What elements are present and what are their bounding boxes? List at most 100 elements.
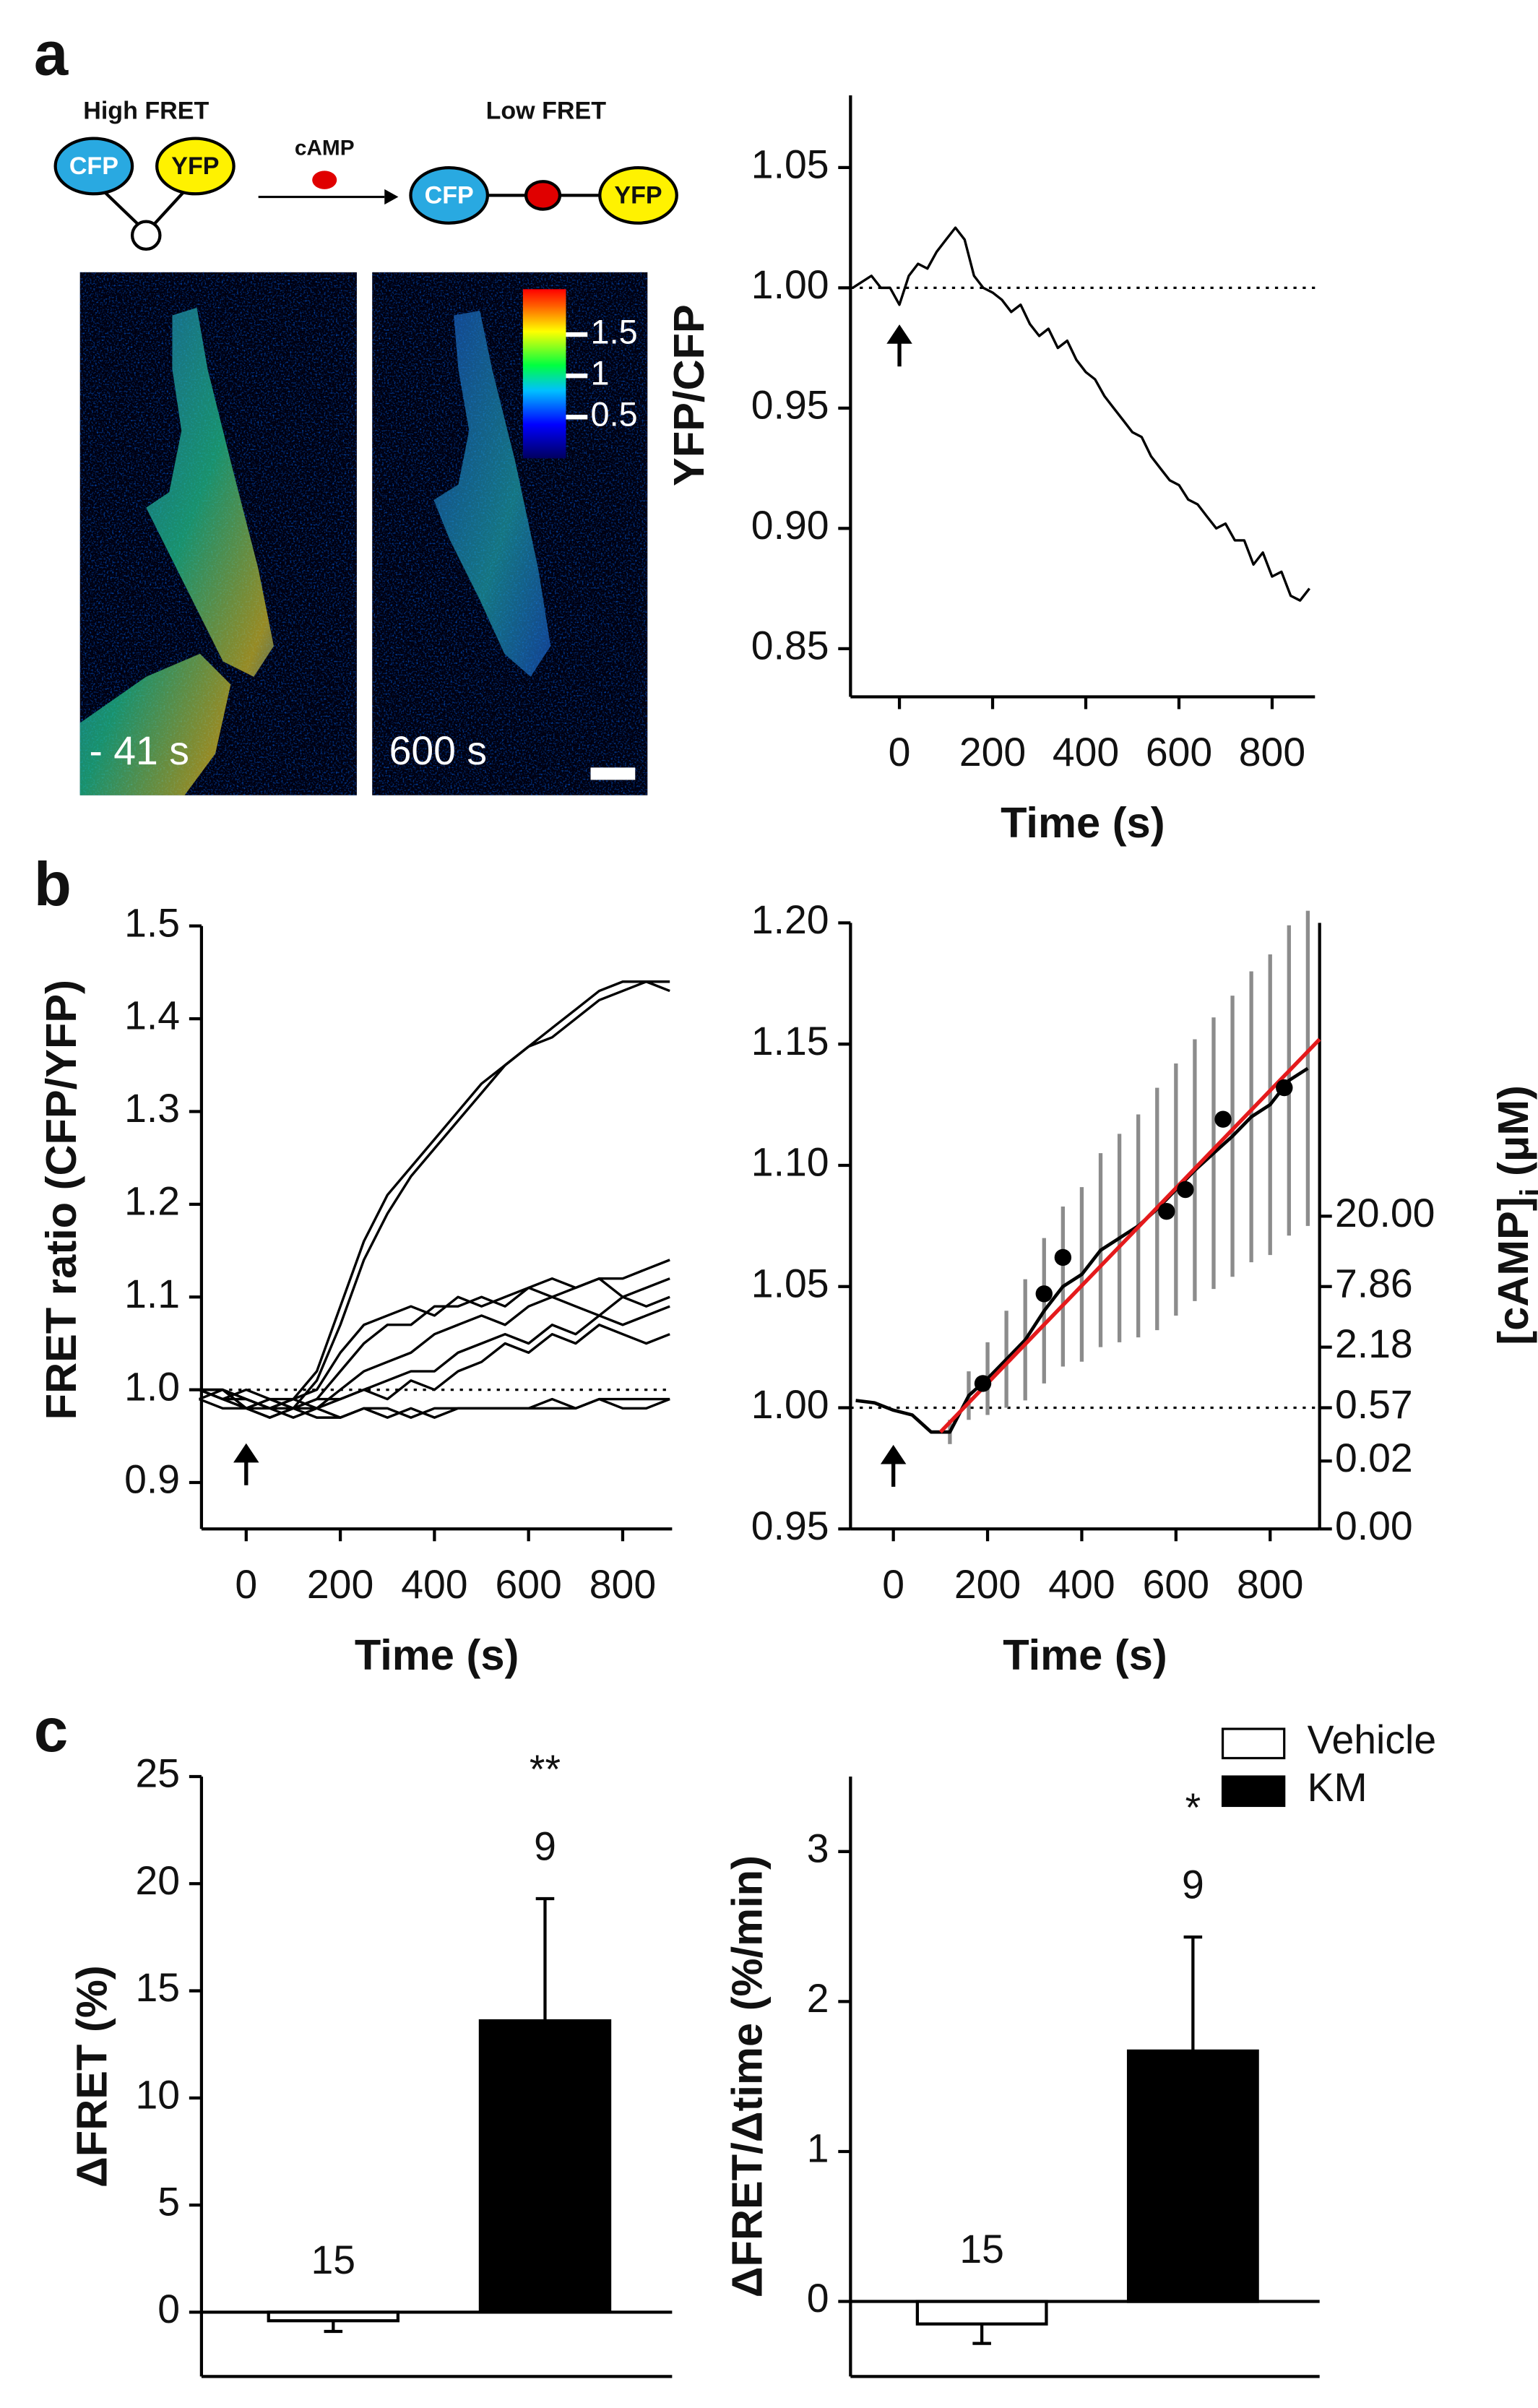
y-tick-label: 0.85 xyxy=(751,623,829,668)
legend-label: Vehicle xyxy=(1308,1717,1436,1762)
y-tick-label: 1.00 xyxy=(751,1382,829,1427)
legend-label: KM xyxy=(1308,1765,1368,1810)
y2-tick-label: 0.02 xyxy=(1335,1436,1413,1480)
n-label: 15 xyxy=(311,2237,356,2282)
y-tick-label: 25 xyxy=(136,1751,181,1796)
data-line xyxy=(852,226,1310,602)
y2-axis-label-sub: i xyxy=(1514,1188,1538,1197)
y-axis-label: ΔFRET (%) xyxy=(68,1965,116,2188)
stimulus-arrow xyxy=(880,1444,907,1487)
y-tick-label: 1.00 xyxy=(751,262,829,307)
colorbar-tick-label: 0.5 xyxy=(591,396,638,433)
data-line xyxy=(199,1324,670,1410)
fret-images: - 41 s 600 s xyxy=(79,272,648,795)
ligand-label: cAMP xyxy=(295,136,355,160)
data-line xyxy=(199,1277,670,1410)
protein-label: YFP xyxy=(614,182,662,210)
mean-point xyxy=(1177,1181,1194,1199)
legend-swatch xyxy=(1221,1775,1286,1808)
y-tick-label: 1.10 xyxy=(751,1140,829,1185)
protein-label: CFP xyxy=(425,182,474,210)
y-tick-label: 2 xyxy=(807,1976,829,2021)
ligand xyxy=(524,180,562,211)
y2-tick-label: 0.57 xyxy=(1335,1382,1413,1427)
ligand xyxy=(312,171,337,189)
yfp xyxy=(155,137,236,196)
significance-label: ** xyxy=(530,1747,561,1792)
mean-point xyxy=(1276,1079,1293,1097)
panel-label: a xyxy=(34,20,69,88)
y-axis-label: ΔFRET/Δtime (%/min) xyxy=(723,1855,772,2297)
colorbar-tick-label: 1.5 xyxy=(591,313,638,350)
x-tick-label: 400 xyxy=(1053,730,1119,774)
y-tick-label: 0.95 xyxy=(751,383,829,428)
data-line xyxy=(199,1397,670,1419)
n-label: 9 xyxy=(1182,1863,1204,1907)
cfp xyxy=(53,137,134,196)
y-tick-label: 3 xyxy=(807,1826,829,1870)
y-tick-label: 1.05 xyxy=(751,142,829,187)
panel-label: b xyxy=(34,850,72,919)
y-axis-label: FRET ratio (CFP/YFP) xyxy=(37,980,85,1420)
x-tick-label: 200 xyxy=(954,1562,1021,1607)
y-tick-label: 1.2 xyxy=(124,1178,180,1223)
y-tick-label: 0 xyxy=(157,2287,180,2331)
yfp xyxy=(598,165,678,225)
y-axis-label: YFP/CFP xyxy=(665,304,713,486)
image-time-label: - 41 s xyxy=(89,728,189,773)
x-tick-label: 400 xyxy=(401,1562,467,1607)
n-label: 15 xyxy=(959,2227,1004,2271)
y-tick-label: 1.5 xyxy=(124,900,180,945)
x-tick-label: 600 xyxy=(496,1562,562,1607)
stimulus-arrow xyxy=(886,324,912,367)
colorbar xyxy=(522,289,566,459)
y-tick-label: 20 xyxy=(136,1858,181,1903)
x-axis-label: Time (s) xyxy=(1003,1631,1167,1679)
data-line xyxy=(199,980,670,1410)
y2-tick-label: 20.00 xyxy=(1335,1191,1435,1235)
binding-site xyxy=(130,220,162,251)
mean-point xyxy=(1035,1285,1053,1303)
x-axis-label: Time (s) xyxy=(1001,798,1165,847)
y-tick-label: 15 xyxy=(136,1965,181,2010)
x-tick-label: 0 xyxy=(882,1562,904,1607)
y2-axis-label: [cAMP]i (μM) xyxy=(1489,1085,1538,1345)
scale-bar xyxy=(590,767,636,780)
y-tick-label: 0.9 xyxy=(124,1457,180,1502)
x-tick-label: 0 xyxy=(235,1562,257,1607)
y-tick-label: 1.15 xyxy=(751,1019,829,1063)
legend-swatch xyxy=(1221,1727,1286,1760)
mean-point xyxy=(974,1375,992,1392)
x-tick-label: 200 xyxy=(307,1562,373,1607)
y-tick-label: 1.1 xyxy=(124,1272,180,1316)
y2-axis-label-part: [cAMP] xyxy=(1489,1196,1537,1345)
y-tick-label: 0 xyxy=(807,2276,829,2321)
y-tick-label: 5 xyxy=(157,2180,180,2224)
x-tick-label: 600 xyxy=(1146,730,1212,774)
image-time-label: 600 s xyxy=(389,728,487,773)
linker xyxy=(152,186,189,226)
colorbar-tick-label: 1 xyxy=(591,355,610,392)
y2-tick-label: 2.18 xyxy=(1335,1321,1413,1366)
bar xyxy=(267,2310,400,2323)
panel-label: c xyxy=(34,1696,68,1765)
y-tick-label: 1 xyxy=(807,2126,829,2171)
bar xyxy=(478,2019,612,2314)
data-line xyxy=(199,980,670,1410)
arrowhead xyxy=(384,189,399,205)
y-tick-label: 1.4 xyxy=(124,993,180,1038)
mean-point xyxy=(1054,1248,1072,1266)
diagram-label: Low FRET xyxy=(486,97,607,124)
x-tick-label: 800 xyxy=(589,1562,656,1607)
x-tick-label: 600 xyxy=(1143,1562,1209,1607)
mean-point xyxy=(1214,1110,1232,1128)
y-tick-label: 10 xyxy=(136,2072,181,2117)
y2-axis-label-part: (μM) xyxy=(1489,1085,1537,1188)
mean-point xyxy=(1158,1202,1175,1220)
protein-label: YFP xyxy=(171,152,219,180)
stimulus-arrow xyxy=(233,1443,259,1485)
y-tick-label: 0.90 xyxy=(751,503,829,548)
y2-tick-label: 0.00 xyxy=(1335,1503,1413,1548)
x-tick-label: 800 xyxy=(1239,730,1305,774)
